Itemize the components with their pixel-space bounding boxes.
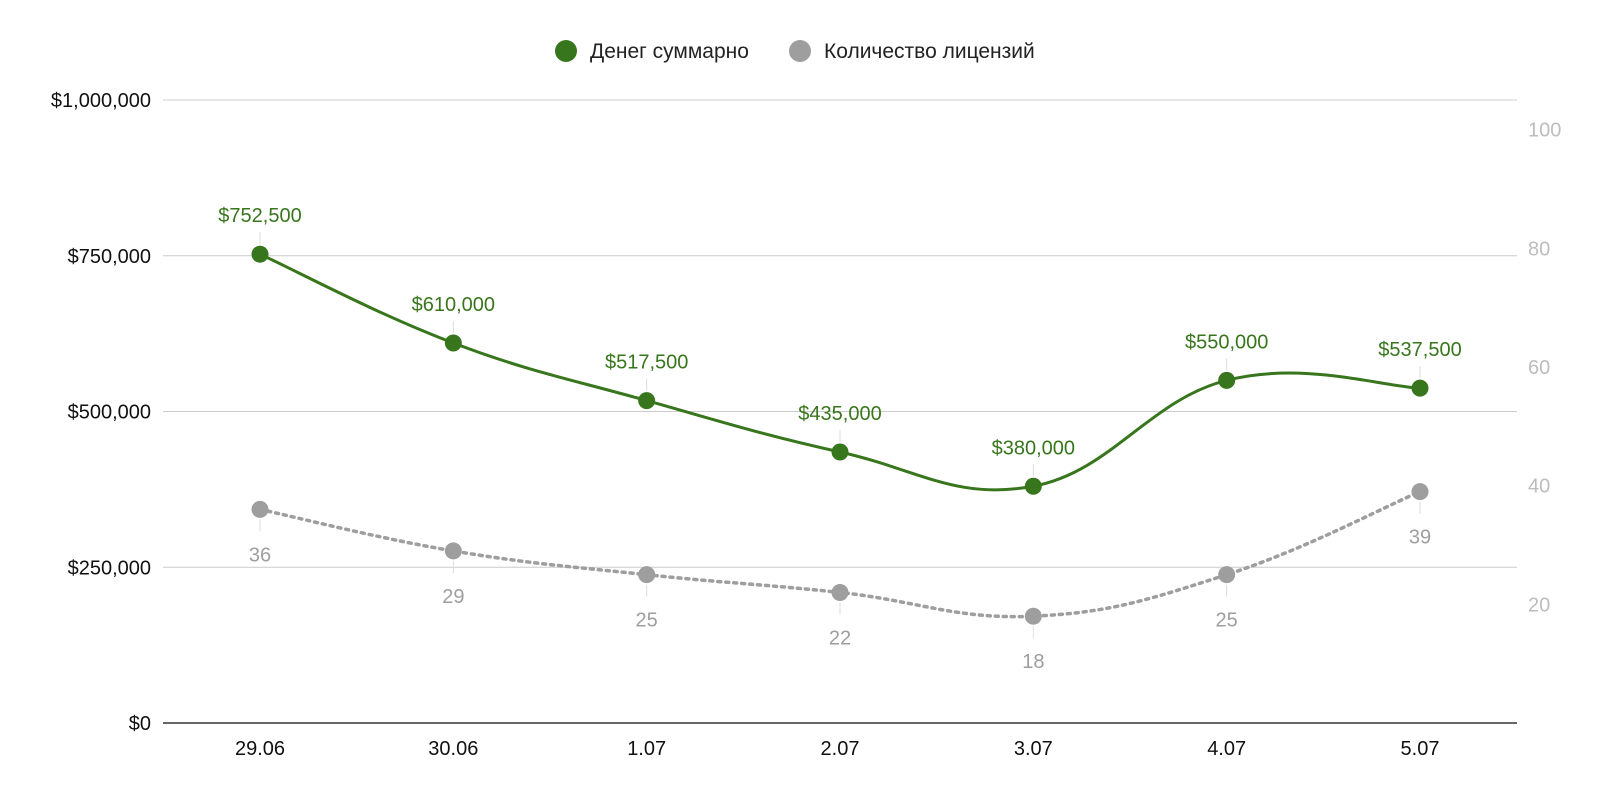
x-tick-label: 2.07 xyxy=(821,738,860,760)
data-label: $517,500 xyxy=(605,352,688,374)
data-label: $435,000 xyxy=(798,403,881,425)
right-axis: 20 40 60 80 100 xyxy=(1528,120,1561,617)
left-tick-label: $750,000 xyxy=(68,246,151,268)
data-point xyxy=(251,245,269,263)
right-tick-label: 60 xyxy=(1528,357,1550,379)
series-licenses: 36 29 25 22 18 25 39 xyxy=(249,483,1431,673)
right-tick-label: 20 xyxy=(1528,594,1550,616)
data-point xyxy=(638,566,656,584)
data-label: $537,500 xyxy=(1378,339,1461,361)
data-label: $610,000 xyxy=(412,294,495,316)
x-tick-label: 3.07 xyxy=(1014,738,1053,760)
legend-marker xyxy=(789,40,811,62)
data-point xyxy=(1218,371,1236,389)
x-tick-label: 5.07 xyxy=(1401,738,1440,760)
data-point xyxy=(1024,477,1042,495)
right-tick-label: 100 xyxy=(1528,120,1561,142)
data-point xyxy=(1411,483,1429,501)
data-label: 18 xyxy=(1022,651,1044,673)
grid-lines xyxy=(163,99,1517,724)
legend: Денег суммарно Количество лицензий xyxy=(555,40,1035,63)
left-tick-label: $500,000 xyxy=(68,402,151,424)
left-tick-label: $1,000,000 xyxy=(51,90,151,112)
x-tick-label: 1.07 xyxy=(627,738,666,760)
x-tick-label: 30.06 xyxy=(428,738,478,760)
data-label: 22 xyxy=(829,627,851,649)
left-tick-label: $0 xyxy=(129,713,151,735)
data-point xyxy=(638,392,656,410)
data-label: $550,000 xyxy=(1185,331,1268,353)
data-label: 29 xyxy=(442,586,464,608)
series-layer: $752,500 $610,000 $517,500 $435,000 $380,000… xyxy=(218,205,1461,673)
data-label: 25 xyxy=(1216,610,1238,632)
data-point xyxy=(251,500,269,518)
right-tick-label: 80 xyxy=(1528,238,1550,260)
data-label: $380,000 xyxy=(992,437,1075,459)
legend-marker xyxy=(555,40,577,62)
data-point xyxy=(1411,379,1429,397)
data-point xyxy=(831,443,849,461)
data-label: 36 xyxy=(249,544,271,566)
data-point xyxy=(444,334,462,352)
left-axis: $0 $250,000 $500,000 $750,000 $1,000,000 xyxy=(51,90,151,735)
legend-label: Денег суммарно xyxy=(590,40,749,63)
series-money: $752,500 $610,000 $517,500 $435,000 $380,000… xyxy=(218,205,1462,495)
data-label: 25 xyxy=(636,610,658,632)
x-tick-label: 29.06 xyxy=(235,738,285,760)
data-point xyxy=(1218,566,1236,584)
legend-label: Количество лицензий xyxy=(824,40,1035,63)
x-axis: 29.06 30.06 1.07 2.07 3.07 4.07 5.07 xyxy=(235,738,1440,760)
data-label: $752,500 xyxy=(218,205,301,227)
data-label: 39 xyxy=(1409,527,1431,549)
data-point xyxy=(1024,607,1042,625)
data-point xyxy=(831,583,849,601)
x-tick-label: 4.07 xyxy=(1207,738,1246,760)
left-tick-label: $250,000 xyxy=(68,557,151,579)
data-point xyxy=(444,542,462,560)
right-tick-label: 40 xyxy=(1528,476,1550,498)
